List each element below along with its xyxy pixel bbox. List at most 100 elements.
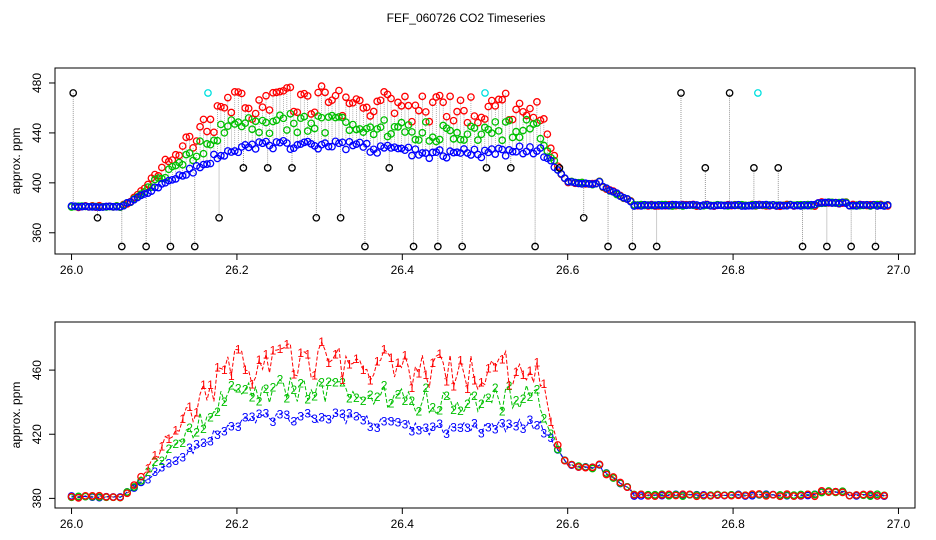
series3-point: 3 xyxy=(200,436,207,450)
series3-point xyxy=(435,146,444,154)
series2-point xyxy=(210,136,218,145)
series1-point: 1 xyxy=(193,406,200,420)
series2-point xyxy=(536,134,545,143)
series2-point xyxy=(265,129,274,138)
extra-point xyxy=(847,242,856,251)
series1-point xyxy=(783,490,791,499)
series2-point xyxy=(387,130,395,138)
series3-point xyxy=(230,147,239,155)
extra-point xyxy=(579,213,588,222)
series1-point xyxy=(220,103,229,112)
series1-point xyxy=(866,490,875,499)
series2-point: 2 xyxy=(263,382,270,396)
series2-point xyxy=(529,120,538,128)
series3-point xyxy=(283,139,291,147)
series1-point xyxy=(508,115,517,124)
series3-point xyxy=(744,201,753,210)
series3-point xyxy=(206,159,215,168)
series1-point xyxy=(251,109,260,118)
series2-point xyxy=(553,445,562,454)
series2-point: 2 xyxy=(499,405,506,419)
extra-point xyxy=(701,164,710,172)
series1-point xyxy=(95,491,104,500)
top-plot-frame xyxy=(54,67,916,255)
series1-point xyxy=(265,106,274,114)
series3-point xyxy=(123,199,131,207)
x-tick-label: 26.2 xyxy=(225,517,249,531)
x-tick-label: 26.6 xyxy=(556,517,580,531)
series1-point xyxy=(67,492,76,501)
series3-point xyxy=(546,156,555,165)
series1-point: 1 xyxy=(541,377,548,391)
series2-point xyxy=(269,117,277,126)
series2-point xyxy=(307,119,316,128)
series3-point xyxy=(446,147,454,156)
series1-point xyxy=(283,84,291,92)
series1-point: 1 xyxy=(318,335,325,349)
series3-point xyxy=(300,138,309,147)
series1-point xyxy=(637,490,645,499)
chart-title: FEF_060726 CO2 Timeseries xyxy=(387,11,546,25)
series2-point: 2 xyxy=(457,404,464,418)
series2-point xyxy=(533,119,541,127)
series1-point xyxy=(755,490,764,498)
series3-point xyxy=(536,144,545,152)
series1-point xyxy=(286,83,295,92)
series1-point xyxy=(137,472,145,481)
series2-point xyxy=(300,112,309,121)
series1-point xyxy=(817,486,826,495)
series2-point xyxy=(494,127,503,135)
series3-point xyxy=(540,153,548,162)
x-tick-label: 27.0 xyxy=(887,263,911,277)
series1-point: 1 xyxy=(325,356,332,370)
series2-point xyxy=(279,114,288,123)
series2-point: 2 xyxy=(346,392,353,406)
series1-point: 1 xyxy=(228,369,235,383)
series1-point xyxy=(460,106,468,115)
series2-point xyxy=(227,116,236,124)
series2-point xyxy=(199,149,208,158)
series3-point xyxy=(508,147,517,156)
series2-point xyxy=(456,135,465,144)
series1-point xyxy=(303,92,312,100)
series1-point: 1 xyxy=(145,461,152,475)
series1-line xyxy=(71,340,888,499)
series3-point: 3 xyxy=(346,407,353,421)
series2-point xyxy=(151,175,159,184)
series2-point xyxy=(185,149,194,157)
bottom-panel: 33 3 3 3 33 3 3 3 3 3 3 33 3 3 333 3 3 3 3 3 3 3 3 3 3 3 3 3 3 3 3 3 3 3 3… xyxy=(9,321,916,531)
series2-point: 2 xyxy=(179,436,186,450)
series2-point: 2 xyxy=(436,404,443,418)
series2-point: 2 xyxy=(520,392,527,406)
series1-point xyxy=(685,490,694,499)
series1-point xyxy=(171,150,180,159)
series1-point xyxy=(741,491,750,500)
series3-point xyxy=(269,144,277,153)
series2-point xyxy=(335,113,343,121)
series3-point xyxy=(512,147,520,156)
series3-point: 3 xyxy=(422,421,429,435)
series1-point: 1 xyxy=(214,361,221,375)
series3-point xyxy=(470,145,479,154)
series1-point: 1 xyxy=(172,423,179,437)
series2-point xyxy=(286,109,295,118)
series1-point xyxy=(241,104,250,112)
series3-point xyxy=(428,148,437,157)
series1-point xyxy=(352,95,361,103)
series2-point: 2 xyxy=(506,379,513,393)
series2-point: 2 xyxy=(228,379,235,393)
series2-point: 2 xyxy=(290,383,297,397)
series1-point: 1 xyxy=(464,382,471,396)
series1-point xyxy=(880,491,889,500)
series1-point xyxy=(838,488,847,497)
series3-point: 3 xyxy=(242,411,249,425)
series2-point: 2 xyxy=(478,397,485,411)
series2-point xyxy=(220,128,229,137)
series3-point: 3 xyxy=(499,416,506,430)
extra-point xyxy=(117,242,126,251)
extra-point xyxy=(555,164,564,172)
y-tick-label: 440 xyxy=(30,123,44,143)
series2-point xyxy=(435,135,444,144)
series3-point xyxy=(342,145,350,154)
